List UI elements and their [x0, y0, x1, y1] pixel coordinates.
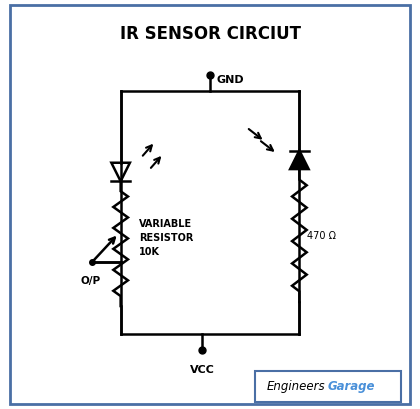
Text: 470 Ω: 470 Ω: [307, 231, 336, 240]
Text: GND: GND: [216, 75, 244, 85]
Text: IR SENSOR CIRCIUT: IR SENSOR CIRCIUT: [120, 25, 300, 43]
Text: O/P: O/P: [80, 276, 100, 286]
Polygon shape: [290, 151, 309, 169]
Text: VARIABLE
RESISTOR
10K: VARIABLE RESISTOR 10K: [139, 218, 193, 256]
Text: Engineers: Engineers: [267, 380, 326, 393]
FancyBboxPatch shape: [255, 371, 401, 402]
Text: Garage: Garage: [328, 380, 375, 393]
Text: VCC: VCC: [189, 365, 214, 375]
